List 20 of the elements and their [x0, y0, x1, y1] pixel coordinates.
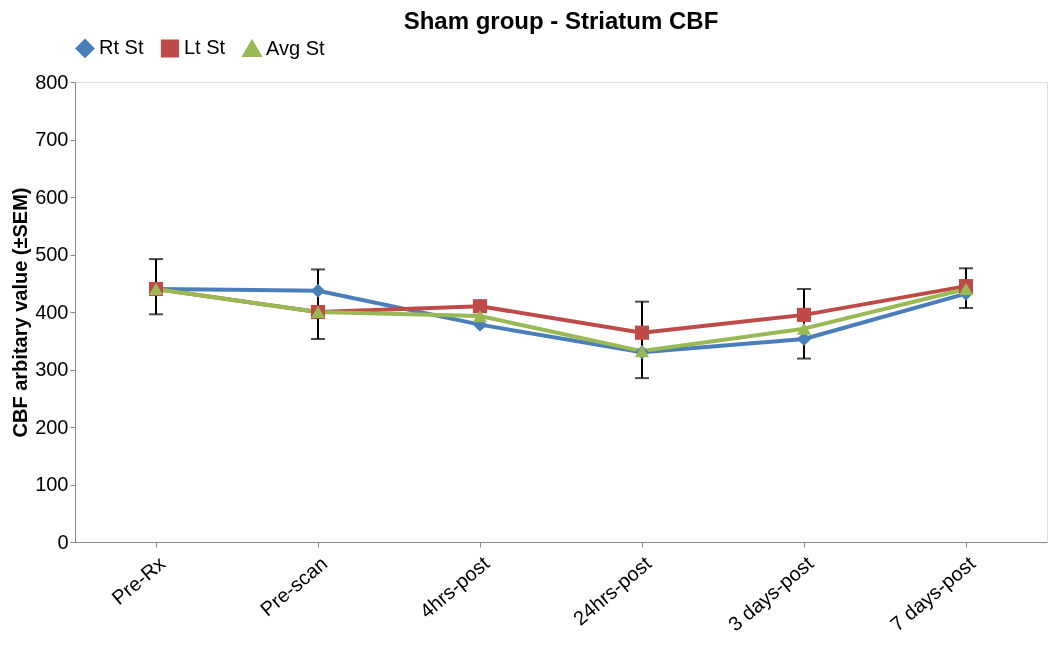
- legend-label: Rt St: [99, 36, 144, 59]
- y-tick-label: 0: [57, 530, 69, 553]
- point: [472, 309, 488, 323]
- y-tick-label: 400: [35, 300, 69, 323]
- y-tick-label: 500: [35, 243, 69, 265]
- chart-title: Sham group - Striatum CBF: [403, 7, 719, 34]
- point: [310, 283, 326, 298]
- legend-label: Lt St: [184, 36, 226, 59]
- point: [634, 325, 650, 340]
- point: [472, 299, 488, 314]
- y-tick-label: 200: [35, 415, 69, 438]
- y-tick-label: 700: [35, 128, 69, 150]
- y-axis-title: CBF arbitary value (±SEM): [9, 187, 32, 438]
- point: [796, 307, 812, 322]
- y-tick-label: 300: [35, 358, 69, 380]
- y-tick-label: 100: [35, 473, 69, 495]
- y-tick-label: 800: [35, 70, 69, 93]
- y-tick-label: 600: [35, 185, 69, 208]
- legend-label: Avg St: [266, 36, 325, 59]
- point: [796, 322, 812, 335]
